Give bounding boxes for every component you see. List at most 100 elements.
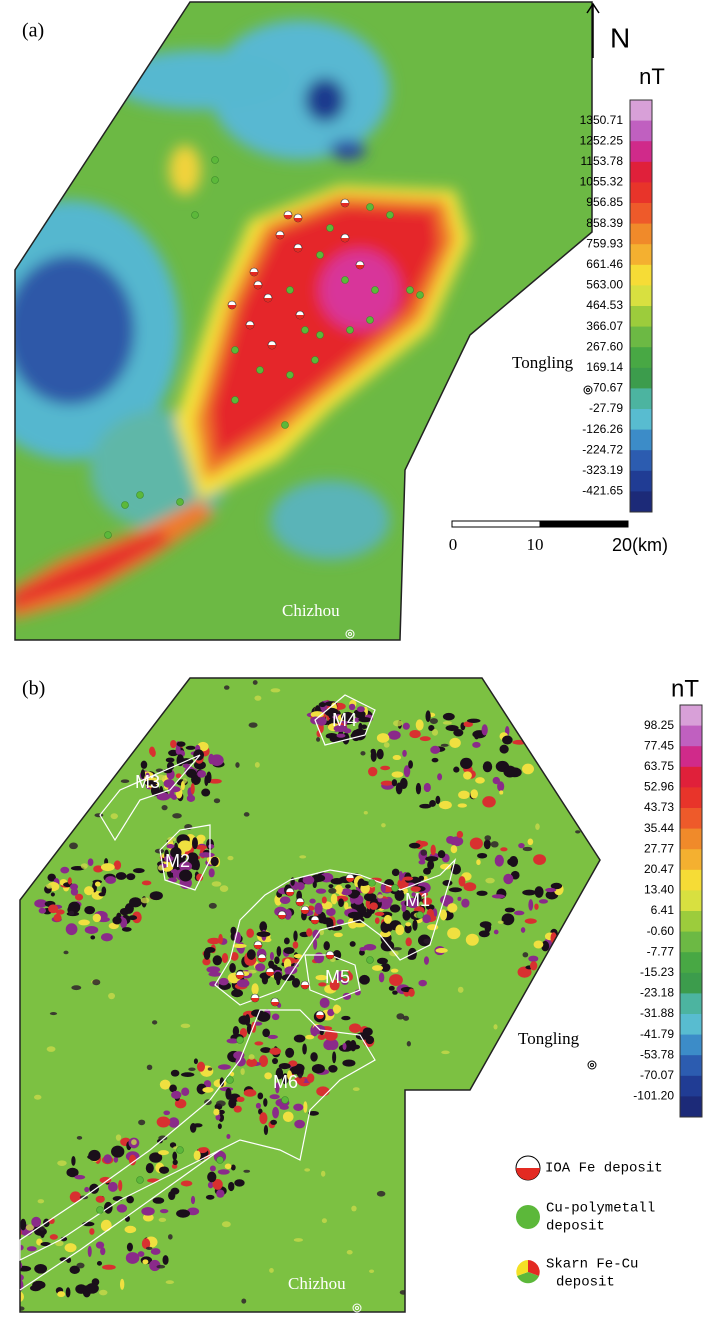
anomaly xyxy=(47,885,52,889)
anomaly xyxy=(345,884,351,888)
deposit xyxy=(122,502,129,509)
anomaly xyxy=(563,977,573,982)
anomaly xyxy=(545,978,550,990)
anomaly xyxy=(262,975,268,984)
anomaly xyxy=(538,1004,543,1009)
anomaly xyxy=(377,749,384,759)
anomaly xyxy=(247,949,256,960)
anomaly xyxy=(168,786,181,792)
anomaly xyxy=(502,736,513,745)
anomaly xyxy=(126,1196,134,1203)
colorbar-band xyxy=(680,870,702,891)
scale-label: 0 xyxy=(449,535,458,554)
anomaly xyxy=(409,730,420,738)
anomaly xyxy=(244,1089,257,1097)
anomaly xyxy=(587,989,601,993)
anomaly xyxy=(284,938,290,945)
colorbar-band xyxy=(680,808,702,829)
anomaly xyxy=(359,975,370,985)
colorbar-label: 1055.32 xyxy=(580,175,624,189)
anomaly xyxy=(545,1108,552,1115)
anomaly xyxy=(319,702,326,707)
anomaly xyxy=(364,811,368,815)
anomaly xyxy=(181,1088,189,1096)
anomaly xyxy=(484,839,491,849)
anomaly xyxy=(419,876,425,881)
anomaly xyxy=(220,885,228,892)
anomaly xyxy=(120,1279,124,1290)
deposit xyxy=(287,287,294,294)
anomaly xyxy=(392,869,400,876)
anomaly xyxy=(147,1065,153,1070)
anomaly xyxy=(574,750,581,756)
colorbar-band xyxy=(630,368,652,389)
anomaly xyxy=(293,941,299,948)
anomaly xyxy=(371,750,377,762)
colorbar-band xyxy=(680,726,702,747)
anomaly xyxy=(457,831,463,838)
anomaly xyxy=(90,935,95,939)
colorbar-band xyxy=(680,849,702,870)
panel-label: (b) xyxy=(22,678,45,700)
anomaly xyxy=(181,1072,194,1077)
anomaly xyxy=(121,779,130,783)
anomaly xyxy=(403,723,410,730)
anomaly xyxy=(593,800,598,806)
anomaly xyxy=(353,923,365,927)
anomaly xyxy=(87,1154,100,1159)
anomaly xyxy=(498,921,504,924)
anomaly xyxy=(475,777,485,783)
anomaly xyxy=(243,1170,250,1173)
colorbar-label: 1350.71 xyxy=(580,113,624,127)
anomaly xyxy=(347,1250,353,1254)
anomaly xyxy=(575,830,580,833)
magnetic-map-a xyxy=(0,0,600,645)
anomaly xyxy=(176,1209,190,1217)
colorbar-band xyxy=(680,1096,702,1117)
deposit xyxy=(369,880,376,887)
anomaly xyxy=(342,1059,355,1066)
anomaly xyxy=(316,737,320,742)
colorbar-label: -70.07 xyxy=(640,1068,674,1082)
anomaly xyxy=(562,1004,570,1014)
anomaly xyxy=(197,1062,205,1072)
scale-label: 20(km) xyxy=(612,535,668,555)
deposit xyxy=(287,372,294,379)
anomaly xyxy=(348,912,362,919)
anomaly xyxy=(539,899,548,904)
anomaly xyxy=(430,718,438,724)
deposit xyxy=(387,212,394,219)
place-label: Chizhou xyxy=(288,1274,346,1293)
deposit xyxy=(367,204,374,211)
deposit xyxy=(137,1177,144,1184)
anomaly xyxy=(34,1095,41,1100)
colorbar-label: 13.40 xyxy=(644,883,674,897)
anomaly xyxy=(118,1180,122,1191)
anomaly xyxy=(328,888,336,894)
anomaly xyxy=(146,1163,154,1173)
colorbar-label: 563.00 xyxy=(586,278,623,292)
anomaly xyxy=(162,805,168,810)
anomaly xyxy=(369,902,378,909)
anomaly xyxy=(334,933,343,938)
anomaly xyxy=(528,838,534,845)
anomaly xyxy=(269,1268,274,1273)
anomaly xyxy=(497,1284,505,1287)
anomaly xyxy=(54,914,62,922)
anomaly xyxy=(589,985,602,994)
anomaly xyxy=(234,1179,244,1186)
anomaly xyxy=(402,750,407,757)
anomaly xyxy=(202,1087,213,1093)
anomaly xyxy=(518,843,524,848)
anomaly xyxy=(363,912,370,918)
anomaly xyxy=(172,1151,177,1160)
anomaly xyxy=(502,913,515,925)
anomaly xyxy=(246,929,254,938)
colorbar-band xyxy=(630,121,652,142)
anomaly xyxy=(101,863,115,871)
anomaly xyxy=(432,729,438,736)
anomaly xyxy=(104,1154,112,1163)
anomaly xyxy=(565,942,573,953)
anomaly xyxy=(449,887,462,892)
